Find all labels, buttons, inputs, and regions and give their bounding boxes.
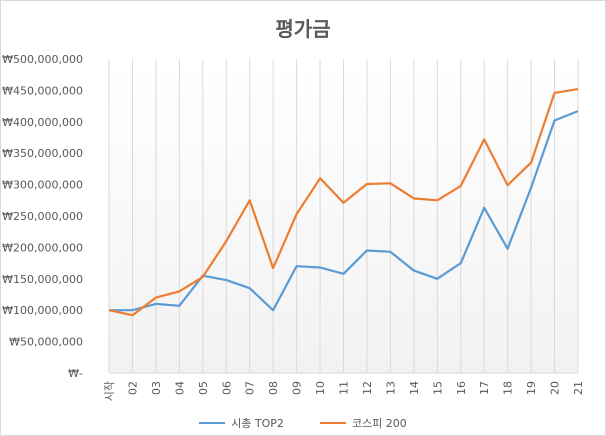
x-tick-label: 20 — [549, 381, 562, 395]
x-tick-label: 15 — [431, 381, 444, 395]
x-tick-label: 12 — [361, 381, 374, 395]
x-tick-label: 19 — [525, 381, 538, 395]
y-tick-label: ₩100,000,000 — [2, 304, 83, 317]
legend-label: 코스피 200 — [351, 417, 407, 430]
y-tick-label: ₩50,000,000 — [9, 336, 83, 349]
x-tick-label: 11 — [338, 381, 351, 395]
x-tick-label: 04 — [173, 381, 186, 395]
x-tick-label: 08 — [267, 381, 280, 395]
x-tick-label: 21 — [572, 381, 585, 395]
x-tick-label: 14 — [408, 381, 421, 395]
x-tick-label: 09 — [291, 381, 304, 395]
legend-label: 시총 TOP2 — [231, 417, 284, 430]
x-tick-label: 18 — [502, 381, 515, 395]
x-tick-label: 03 — [150, 381, 163, 395]
x-tick-label: 16 — [455, 381, 468, 395]
y-tick-label: ₩- — [68, 367, 83, 380]
legend-item-2: 코스피 200 — [319, 415, 407, 431]
y-tick-label: ₩150,000,000 — [2, 273, 83, 286]
legend-item-1: 시총 TOP2 — [199, 415, 284, 431]
x-tick-label: 06 — [220, 381, 233, 395]
series-line-2 — [108, 88, 579, 317]
y-tick-label: ₩400,000,000 — [2, 116, 83, 129]
x-tick-label: 13 — [384, 381, 397, 395]
y-tick-label: ₩200,000,000 — [2, 241, 83, 254]
chart-legend: 시총 TOP2 코스피 200 — [1, 415, 605, 431]
legend-swatch — [199, 422, 226, 424]
x-tick-label: 07 — [244, 381, 257, 395]
y-tick-label: ₩450,000,000 — [2, 84, 83, 97]
y-tick-label: ₩500,000,000 — [2, 53, 83, 66]
x-tick-label: 17 — [478, 381, 491, 395]
x-tick-label: 05 — [197, 381, 210, 395]
y-tick-label: ₩300,000,000 — [2, 179, 83, 192]
x-tick-label: 시작 — [103, 381, 116, 401]
x-tick-label: 10 — [314, 381, 327, 395]
x-tick-label: 02 — [126, 381, 139, 395]
legend-swatch — [319, 422, 346, 424]
series-line-1 — [109, 110, 579, 312]
y-tick-label: ₩250,000,000 — [2, 210, 83, 223]
y-tick-label: ₩350,000,000 — [2, 147, 83, 160]
chart-title: 평가금 — [275, 17, 331, 41]
